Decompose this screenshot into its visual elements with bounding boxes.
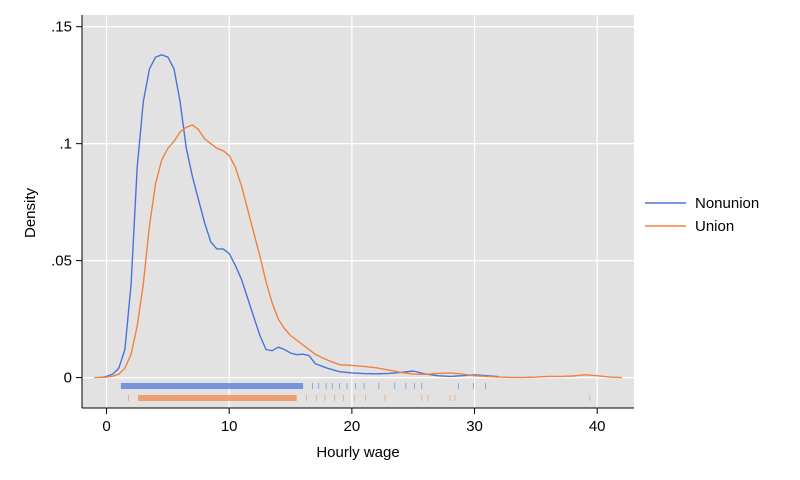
series-line-union: [94, 124, 622, 379]
x-tick-label: 0: [102, 418, 110, 435]
legend-label-union: Union: [695, 218, 734, 235]
axes: 0 10 20 30 40 0 .05 .1 .15: [51, 15, 634, 435]
rug-plot: [120, 383, 591, 401]
series-line-nonunion: [100, 54, 500, 379]
y-tick-label: 0: [64, 370, 72, 387]
x-tick-label: 30: [466, 418, 483, 435]
legend-label-nonunion: Nonunion: [695, 195, 759, 212]
y-axis-label: Density: [22, 187, 39, 238]
y-tick-label: .05: [51, 253, 72, 270]
y-tick-label: .15: [51, 19, 72, 36]
density-lines: [94, 54, 622, 379]
x-tick-label: 20: [344, 418, 361, 435]
gridlines: [82, 15, 634, 408]
x-tick-label: 10: [221, 418, 238, 435]
y-tick-label: .1: [59, 136, 72, 153]
plot-background: [82, 15, 634, 408]
x-tick-label: 40: [589, 418, 606, 435]
x-axis-label: Hourly wage: [316, 444, 399, 461]
legend: Nonunion Union: [645, 195, 759, 235]
